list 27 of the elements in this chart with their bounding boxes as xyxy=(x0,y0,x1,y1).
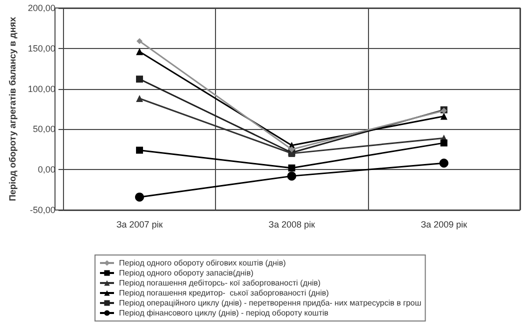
point xyxy=(136,48,144,56)
point xyxy=(287,172,296,181)
legend-label: Період фінансового циклу (днів) - період обороту коштів xyxy=(119,308,328,318)
legend-label: Період погашення дебіторсь- кої заборгованості (днів) xyxy=(119,278,321,288)
legend-label: Період одного обороту запасів(днів) xyxy=(119,268,254,278)
point xyxy=(136,38,143,44)
legend-label: Період операційного циклу (днів) - перетворення придба- них матресурсів в грош xyxy=(119,298,422,308)
legend-label: Період погашення кредитор- ської заборгованості (днів) xyxy=(119,288,330,298)
x-tick-label: За 2009 рік xyxy=(420,220,468,230)
x-tick-label: За 2008 рік xyxy=(268,220,315,230)
y-tick-label: 150,00 xyxy=(28,43,56,54)
point xyxy=(439,158,448,168)
y-tick-label: 200,00 xyxy=(28,3,56,13)
point xyxy=(288,146,295,152)
y-tick-label: 50,00 xyxy=(32,124,56,134)
y-tick-label: 100,00 xyxy=(28,84,56,94)
y-axis-title: Період обороту агрегатів балансу в днях xyxy=(8,16,18,202)
point xyxy=(440,139,448,146)
point xyxy=(440,112,448,120)
y-tick-label: -50,00 xyxy=(30,205,56,215)
x-tick-label: За 2007 рік xyxy=(116,220,163,230)
point xyxy=(135,192,144,202)
point xyxy=(136,94,144,102)
point xyxy=(136,146,144,154)
legend-label: Період одного обороту обігових коштів (днів) xyxy=(119,258,286,268)
point xyxy=(136,76,144,83)
point xyxy=(288,164,296,172)
